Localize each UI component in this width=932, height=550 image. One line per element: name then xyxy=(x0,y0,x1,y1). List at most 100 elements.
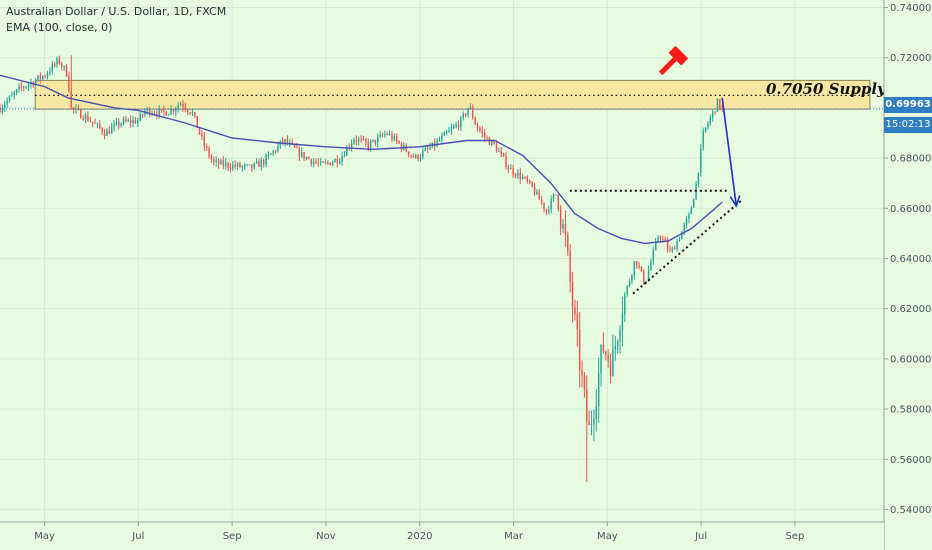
candle-body xyxy=(0,107,1,112)
y-tick-label: 0.54000 xyxy=(890,505,931,516)
candle xyxy=(526,175,529,184)
candle-body xyxy=(305,157,308,159)
candle xyxy=(593,409,595,442)
candle xyxy=(246,164,248,167)
candle xyxy=(652,246,655,266)
candle-body xyxy=(84,115,87,120)
candle-body xyxy=(526,177,529,182)
candle-body xyxy=(58,58,61,64)
candle xyxy=(248,164,251,166)
candle xyxy=(640,266,643,273)
candle xyxy=(702,127,704,151)
candle xyxy=(82,115,84,121)
trend-dotted-line xyxy=(632,200,742,295)
candle-body xyxy=(23,87,25,89)
candle xyxy=(415,153,417,159)
candle xyxy=(384,130,386,138)
candle xyxy=(681,231,683,240)
candle xyxy=(203,132,206,152)
candle xyxy=(590,410,593,436)
candle-body xyxy=(25,86,27,88)
candle xyxy=(673,245,676,250)
candle-body xyxy=(341,155,343,162)
candle xyxy=(429,142,431,151)
candle xyxy=(322,160,324,163)
candle xyxy=(386,131,388,136)
candle-body xyxy=(721,108,723,110)
candle xyxy=(141,113,144,119)
y-tick-label: 0.66000 xyxy=(890,204,931,215)
candle-body xyxy=(567,234,569,252)
candle xyxy=(253,162,255,170)
hammer-icon xyxy=(658,46,688,76)
x-tick-label: May xyxy=(597,531,618,542)
candle-body xyxy=(640,266,643,271)
candle-body xyxy=(564,223,567,235)
candle-body xyxy=(681,231,683,240)
candle-body xyxy=(34,79,37,85)
candle xyxy=(84,112,87,124)
candle xyxy=(422,147,424,160)
candle xyxy=(704,127,707,133)
candle xyxy=(15,89,18,96)
candle-body xyxy=(590,424,593,426)
candle xyxy=(464,112,467,118)
candle xyxy=(127,117,130,123)
candle xyxy=(303,151,305,162)
candle-body xyxy=(543,202,545,210)
candle-body xyxy=(498,151,500,153)
candle-body xyxy=(505,156,507,168)
candle xyxy=(160,109,163,113)
x-tick-label: Jul xyxy=(131,531,144,542)
candle-body xyxy=(350,143,353,148)
candle xyxy=(374,139,377,146)
candle xyxy=(498,147,500,153)
candle-body xyxy=(270,153,272,155)
candle-body xyxy=(552,194,555,199)
candle-body xyxy=(453,126,455,129)
candle-body xyxy=(415,154,417,158)
candle xyxy=(450,123,453,135)
candle-body xyxy=(495,143,498,152)
candle xyxy=(362,135,365,141)
candle-body xyxy=(274,150,277,152)
candle xyxy=(571,271,574,323)
candle xyxy=(139,111,141,122)
candle xyxy=(605,350,607,361)
candle-body xyxy=(474,117,476,125)
candle xyxy=(500,146,503,158)
candle xyxy=(353,137,355,146)
candle-body xyxy=(621,314,624,331)
candle-body xyxy=(586,389,588,422)
candle-body xyxy=(65,66,68,77)
candle xyxy=(110,122,113,134)
y-tick-label: 0.64000 xyxy=(890,254,931,265)
y-tick-label: 0.74000 xyxy=(890,3,931,14)
candle xyxy=(68,71,70,93)
candle xyxy=(210,153,213,164)
candle-body xyxy=(690,207,693,215)
candle-body xyxy=(210,156,213,160)
candle-body xyxy=(600,344,602,374)
candle xyxy=(163,105,165,116)
candle xyxy=(170,105,172,116)
candle-body xyxy=(692,199,695,208)
candle xyxy=(469,103,472,109)
candle-body xyxy=(707,123,709,128)
candle xyxy=(388,130,391,136)
candle xyxy=(417,153,419,162)
candle-body xyxy=(540,199,543,203)
candle xyxy=(208,146,210,159)
candle-body xyxy=(217,160,220,165)
candle xyxy=(626,285,628,297)
candle-body xyxy=(327,162,329,164)
candle xyxy=(63,65,65,71)
candle xyxy=(476,122,479,132)
candle-body xyxy=(711,111,714,118)
candle xyxy=(317,158,320,167)
candle-body xyxy=(719,99,721,109)
candle-body xyxy=(91,121,94,123)
candle xyxy=(338,158,341,165)
y-tick-label: 0.68000 xyxy=(890,154,931,165)
